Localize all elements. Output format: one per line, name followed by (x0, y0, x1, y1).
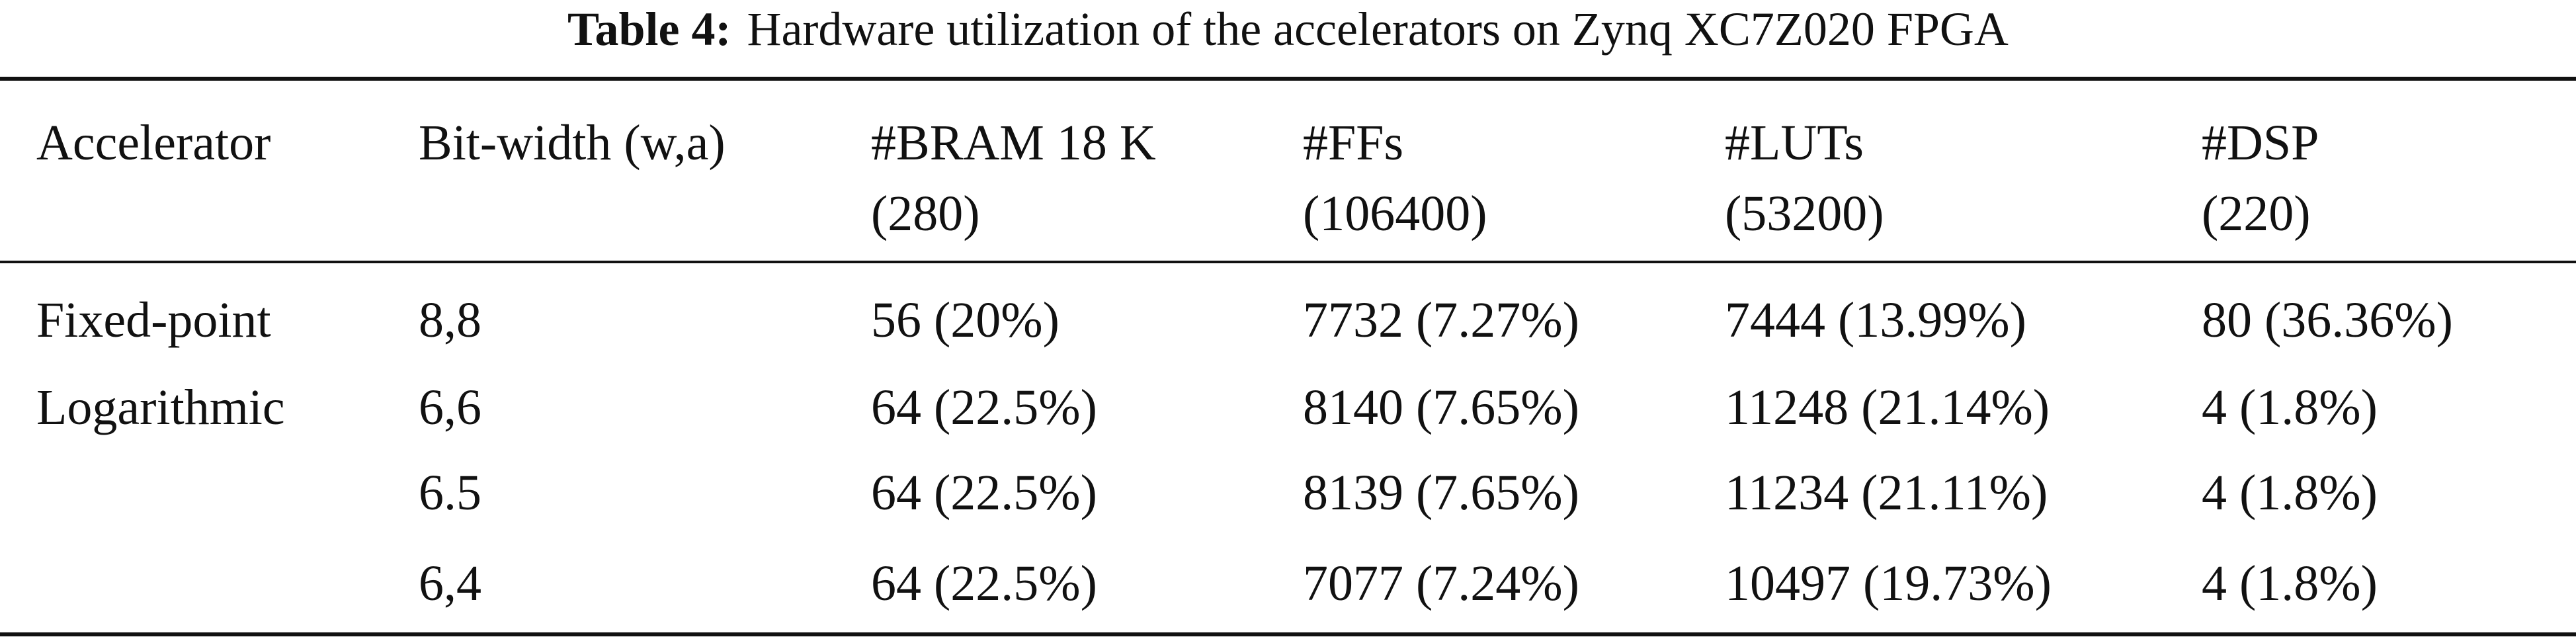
table-cell: 64 (22.5%) (871, 465, 1097, 521)
caption-label: Table 4: (567, 3, 731, 56)
header-cell: #BRAM 18 K (871, 115, 1156, 171)
header-cell: (106400) (1303, 186, 1487, 241)
table-cell: 6,4 (419, 556, 481, 611)
bottom-rule (0, 632, 2576, 636)
table-cell: 56 (20%) (871, 292, 1059, 348)
table-cell: Fixed-point (36, 292, 271, 348)
table-cell: 4 (1.8%) (2202, 380, 2378, 435)
header-cell: Accelerator (36, 115, 271, 171)
table-cell: 6,6 (419, 380, 481, 435)
table-cell: 4 (1.8%) (2202, 556, 2378, 611)
header-cell: #DSP (2202, 115, 2319, 171)
header-cell: (280) (871, 186, 980, 241)
table-cell: 8139 (7.65%) (1303, 465, 1579, 521)
mid-rule (0, 261, 2576, 263)
header-cell: #LUTs (1725, 115, 1864, 171)
header-cell: Bit-width (w,a) (419, 115, 726, 171)
table-cell: 6.5 (419, 465, 481, 521)
header-cell: (53200) (1725, 186, 1884, 241)
table-cell: 7444 (13.99%) (1725, 292, 2026, 348)
table-cell: 7732 (7.27%) (1303, 292, 1579, 348)
header-cell: (220) (2202, 186, 2311, 241)
header-cell: #FFs (1303, 115, 1404, 171)
table-cell: 11248 (21.14%) (1725, 380, 2050, 435)
caption-text: Hardware utilization of the accelerators… (747, 3, 2009, 56)
table-cell: 64 (22.5%) (871, 380, 1097, 435)
table-cell: 8,8 (419, 292, 481, 348)
table-cell: 7077 (7.24%) (1303, 556, 1579, 611)
top-rule (0, 77, 2576, 81)
table-cell: 64 (22.5%) (871, 556, 1097, 611)
table-cell: 4 (1.8%) (2202, 465, 2378, 521)
table-cell: 80 (36.36%) (2202, 292, 2453, 348)
table-cell: 8140 (7.65%) (1303, 380, 1579, 435)
table-cell: 11234 (21.11%) (1725, 465, 2048, 521)
table-caption: Table 4: Hardware utilization of the acce… (0, 3, 2576, 56)
table-cell: Logarithmic (36, 380, 285, 435)
table-cell: 10497 (19.73%) (1725, 556, 2052, 611)
